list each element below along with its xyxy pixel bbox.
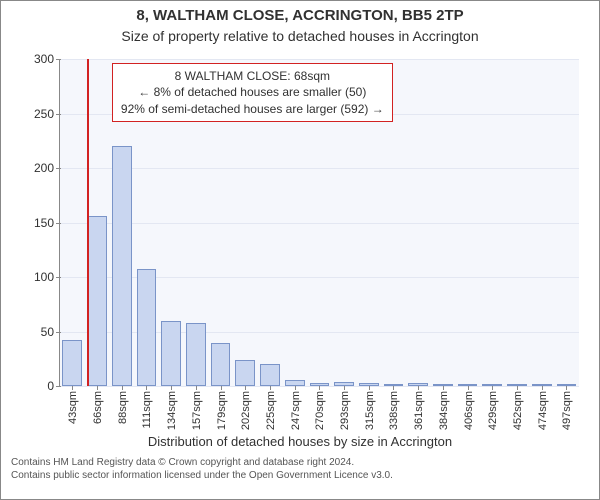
y-tick-label: 100 (34, 270, 60, 284)
bar-rect (211, 343, 231, 387)
y-tick-label: 50 (41, 325, 60, 339)
x-tick-label: 293sqm (339, 386, 351, 430)
bar-rect (87, 216, 107, 386)
y-tick-label: 150 (34, 216, 60, 230)
bar: 474sqm (529, 59, 554, 386)
bar: 429sqm (480, 59, 505, 386)
page-title: 8, WALTHAM CLOSE, ACCRINGTON, BB5 2TP (11, 7, 589, 26)
x-tick-label: 497sqm (562, 386, 574, 430)
x-tick-label: 202sqm (240, 386, 252, 430)
bar: 406sqm (455, 59, 480, 386)
annotation-box: 8 WALTHAM CLOSE: 68sqm← 8% of detached h… (112, 63, 393, 122)
bar: 361sqm (406, 59, 431, 386)
y-tick-label: 250 (34, 107, 60, 121)
bar-rect (137, 269, 157, 387)
x-tick-label: 111sqm (142, 386, 154, 429)
page-subtitle: Size of property relative to detached ho… (11, 28, 589, 46)
x-tick-label: 338sqm (389, 386, 401, 430)
x-tick-label: 247sqm (290, 386, 302, 430)
x-tick-label: 452sqm (512, 386, 524, 430)
bar-rect (62, 340, 82, 386)
bar: 43sqm (60, 59, 85, 386)
bar-rect (260, 364, 280, 386)
annotation-line: ← 8% of detached houses are smaller (50) (121, 84, 384, 100)
annotation-line: 92% of semi-detached houses are larger (… (121, 101, 384, 117)
x-tick-label: 406sqm (463, 386, 475, 430)
x-tick-label: 157sqm (191, 386, 203, 430)
plot-region: 43sqm66sqm88sqm111sqm134sqm157sqm179sqm2… (59, 59, 579, 387)
chart-area: Number of detached properties 43sqm66sqm… (11, 51, 589, 451)
bar-rect (235, 360, 255, 386)
x-tick-label: 43sqm (68, 386, 80, 424)
x-tick-label: 88sqm (117, 386, 129, 424)
bar-rect (186, 323, 206, 386)
bar-rect (161, 321, 181, 386)
page-container: 8, WALTHAM CLOSE, ACCRINGTON, BB5 2TP Si… (0, 0, 600, 500)
x-tick-label: 179sqm (216, 386, 228, 430)
y-tick-label: 200 (34, 161, 60, 175)
x-tick-label: 361sqm (413, 386, 425, 430)
x-tick-label: 66sqm (92, 386, 104, 424)
y-tick-label: 300 (34, 52, 60, 66)
x-tick-label: 270sqm (315, 386, 327, 430)
x-tick-label: 225sqm (265, 386, 277, 430)
footnote: Contains HM Land Registry data © Crown c… (11, 457, 589, 482)
bar: 497sqm (554, 59, 579, 386)
property-marker-line (87, 59, 89, 386)
bar: 384sqm (431, 59, 456, 386)
x-tick-label: 474sqm (537, 386, 549, 430)
x-axis-label: Distribution of detached houses by size … (11, 434, 589, 449)
x-tick-label: 315sqm (364, 386, 376, 430)
footnote-line-2: Contains public sector information licen… (11, 470, 589, 483)
x-tick-label: 134sqm (166, 386, 178, 430)
y-tick-label: 0 (47, 379, 60, 393)
annotation-line: 8 WALTHAM CLOSE: 68sqm (121, 68, 384, 84)
footnote-line-1: Contains HM Land Registry data © Crown c… (11, 457, 589, 470)
bar-rect (112, 146, 132, 386)
x-tick-label: 429sqm (487, 386, 499, 430)
bar: 452sqm (505, 59, 530, 386)
x-tick-label: 384sqm (438, 386, 450, 430)
